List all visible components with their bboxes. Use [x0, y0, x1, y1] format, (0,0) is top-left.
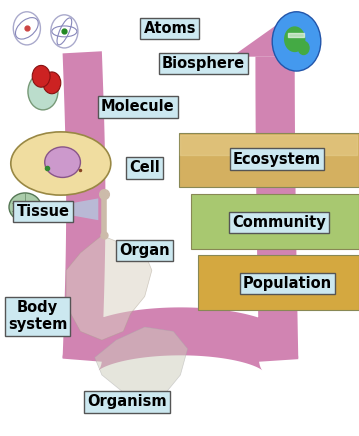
FancyBboxPatch shape [198, 255, 359, 310]
Circle shape [13, 12, 41, 45]
Circle shape [28, 73, 58, 110]
Ellipse shape [45, 147, 80, 177]
Ellipse shape [9, 193, 41, 221]
Text: Tissue: Tissue [17, 204, 69, 219]
FancyBboxPatch shape [191, 194, 359, 249]
Polygon shape [95, 327, 187, 401]
Circle shape [51, 15, 78, 48]
Text: Population: Population [243, 276, 332, 291]
Ellipse shape [11, 132, 111, 195]
Polygon shape [38, 198, 98, 220]
Circle shape [298, 41, 309, 54]
FancyBboxPatch shape [179, 133, 359, 187]
Polygon shape [232, 24, 318, 57]
Text: Ecosystem: Ecosystem [233, 152, 321, 167]
Text: Community: Community [232, 215, 326, 230]
Circle shape [285, 27, 305, 51]
Circle shape [43, 72, 61, 94]
Circle shape [272, 12, 321, 71]
Polygon shape [62, 51, 298, 371]
Polygon shape [66, 235, 152, 340]
Text: Body
system: Body system [8, 300, 67, 332]
Text: Molecule: Molecule [101, 99, 174, 114]
Text: Atoms: Atoms [144, 21, 196, 36]
Circle shape [32, 65, 50, 87]
Text: Cell: Cell [129, 160, 160, 175]
Text: Organ: Organ [120, 243, 170, 258]
Text: Biosphere: Biosphere [162, 56, 245, 71]
Text: Organism: Organism [87, 395, 167, 409]
